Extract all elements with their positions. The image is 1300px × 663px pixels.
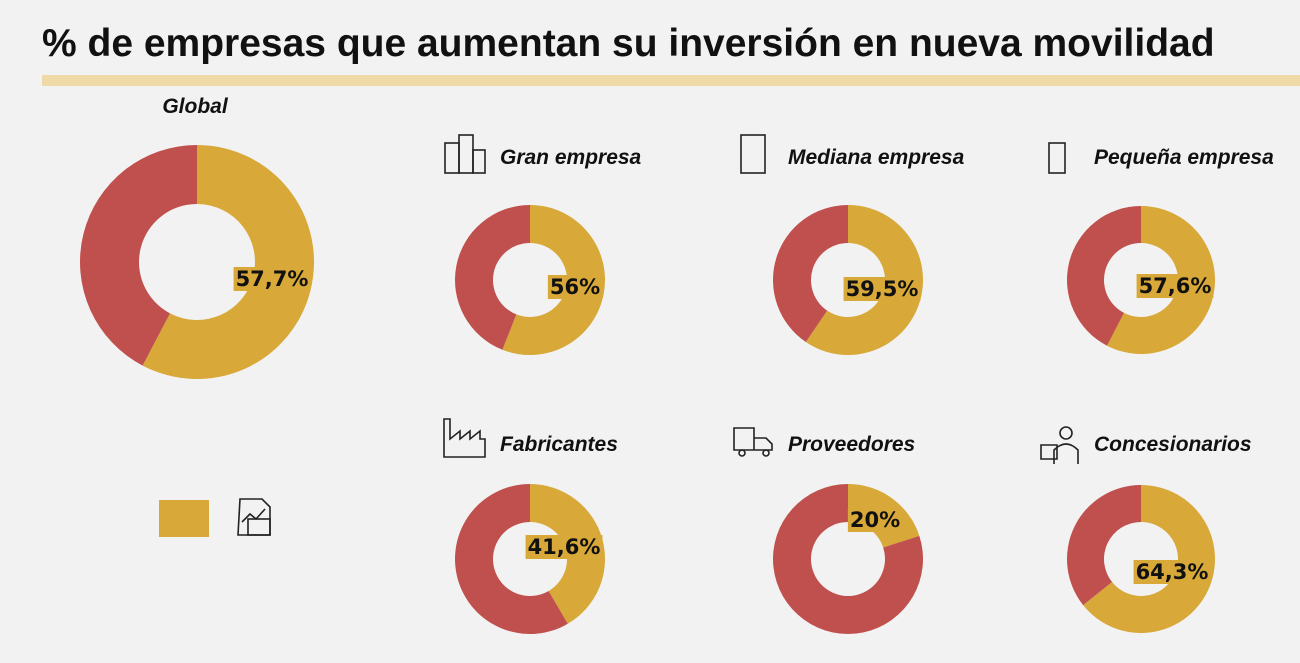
donut-segment bbox=[773, 484, 923, 634]
value-label-bg bbox=[843, 277, 921, 301]
value-label: 20% bbox=[850, 508, 900, 532]
donut-segment bbox=[1083, 485, 1215, 634]
value-label: 64,3% bbox=[1136, 560, 1209, 584]
donut-segment bbox=[1067, 485, 1141, 606]
icon-medium-company bbox=[740, 134, 766, 174]
icon-dealer bbox=[1040, 426, 1079, 464]
value-label-bg bbox=[1133, 560, 1211, 584]
chart-title: Proveedores bbox=[788, 433, 915, 456]
chart-title: Mediana empresa bbox=[788, 146, 965, 169]
donut-segment bbox=[805, 205, 923, 355]
donut-segment bbox=[142, 145, 314, 379]
donut-segment bbox=[502, 205, 605, 356]
value-label-bg bbox=[525, 535, 603, 559]
donut-segment bbox=[773, 205, 848, 343]
value-label-bg bbox=[547, 275, 603, 299]
title-underline bbox=[42, 75, 1300, 86]
value-label: 59,5% bbox=[846, 277, 919, 301]
icon-small-company bbox=[1048, 142, 1066, 174]
icon-truck bbox=[733, 427, 773, 457]
value-label-bg bbox=[233, 267, 311, 291]
donut-segment bbox=[455, 484, 568, 634]
icon-large-company bbox=[444, 134, 486, 174]
chart-title: Concesionarios bbox=[1094, 433, 1252, 456]
donut-segment bbox=[1106, 206, 1215, 354]
chart-title: Pequeña empresa bbox=[1094, 146, 1274, 169]
icon-factory bbox=[443, 418, 486, 458]
chart-title: Fabricantes bbox=[500, 433, 618, 456]
value-label: 41,6% bbox=[528, 535, 601, 559]
page-title: % de empresas que aumentan su inversión … bbox=[42, 22, 1215, 65]
value-label: 56% bbox=[550, 275, 600, 299]
chart-title: Gran empresa bbox=[500, 146, 642, 169]
legend-swatch bbox=[159, 500, 209, 537]
value-label: 57,6% bbox=[1139, 274, 1212, 298]
chart-title: Global bbox=[162, 95, 229, 118]
value-label-bg bbox=[847, 508, 903, 532]
value-label-bg bbox=[1136, 274, 1214, 298]
donut-segment bbox=[1067, 206, 1141, 346]
donut-segment bbox=[454, 205, 530, 350]
legend-icon bbox=[237, 498, 271, 536]
value-label: 57,7% bbox=[236, 267, 309, 291]
donut-segment bbox=[79, 145, 197, 366]
